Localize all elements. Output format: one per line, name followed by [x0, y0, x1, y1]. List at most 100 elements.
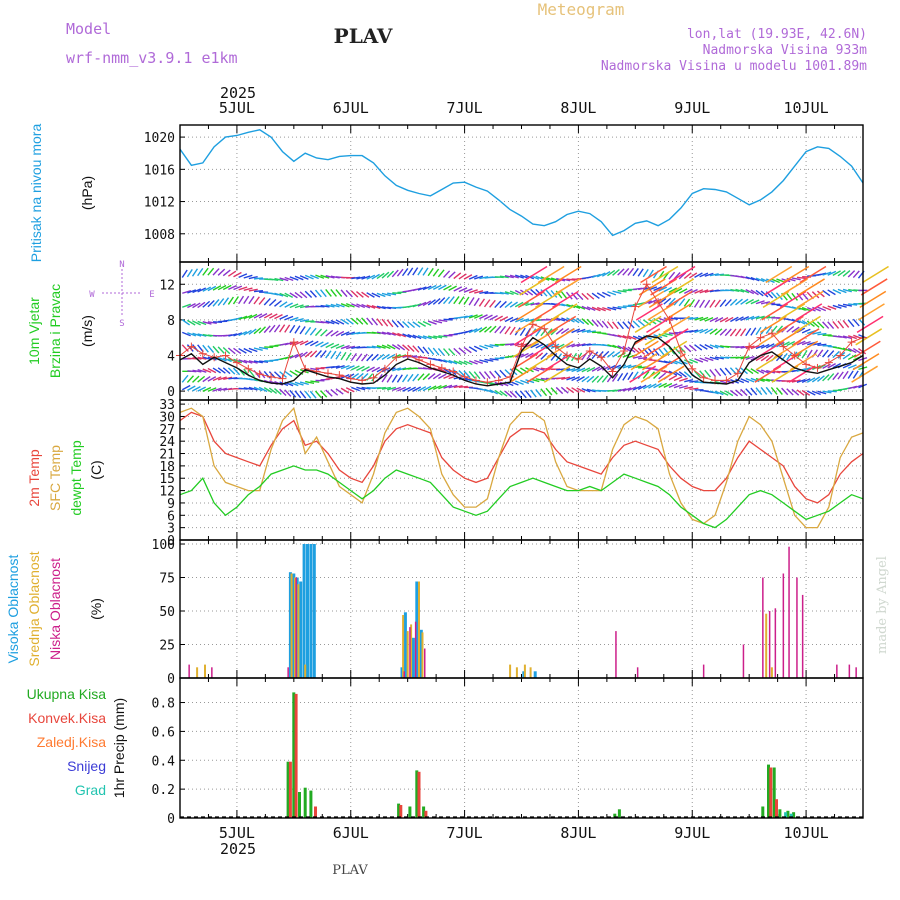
wind-direction-arrow [581, 292, 589, 301]
precip-bar [786, 810, 790, 818]
wind-direction-arrow [422, 385, 432, 392]
wind-direction-arrow [345, 318, 354, 325]
wind-direction-arrow [483, 299, 491, 308]
cloud-bar [636, 667, 639, 678]
wind-direction-arrow [407, 355, 417, 358]
wind-direction-arrow [366, 366, 375, 373]
wind-direction-arrow [202, 386, 212, 392]
wind-direction-arrow [719, 328, 728, 336]
wind-direction-arrow [673, 384, 683, 389]
cloud-bar [402, 615, 405, 678]
cloud-bar [424, 648, 426, 678]
wind-direction-arrow [612, 306, 622, 310]
precip-bar [761, 806, 765, 818]
wind-direction-arrow [258, 297, 266, 305]
wind-direction-arrow [284, 341, 294, 346]
wind-direction-arrow [371, 345, 381, 349]
wind-direction-arrow [227, 347, 236, 355]
cloud-bar [796, 577, 798, 678]
wind-direction-arrow [719, 367, 727, 376]
wind-direction-arrow [243, 347, 253, 354]
wind-direction-arrow [837, 270, 846, 277]
wind-direction-arrow [473, 297, 480, 307]
y-tick-label: 21 [159, 448, 175, 463]
wind-direction-arrow [822, 289, 831, 297]
wind-direction-arrow [212, 299, 220, 307]
wind-direction-arrow [202, 344, 209, 353]
wind-direction-arrow [740, 288, 750, 294]
wind-direction-arrow [238, 273, 248, 279]
wind-direction-arrow [653, 371, 661, 380]
wind-direction-arrow [699, 289, 709, 294]
day-label-top: 6JUL [333, 99, 369, 117]
precip-bar [789, 813, 793, 818]
precip-legend-item: Konvek.Kisa [28, 710, 106, 726]
wind-direction-arrow [719, 299, 727, 308]
cloud-bar [304, 664, 307, 678]
y-tick-label: 30 [159, 410, 175, 425]
wind-direction-arrow [791, 292, 799, 301]
wind-direction-arrow [668, 360, 678, 365]
wind-direction-arrow [294, 275, 304, 281]
wind-direction-arrow [181, 344, 189, 352]
wind-direction-arrow [658, 382, 668, 389]
wind-direction-arrow [571, 292, 579, 300]
wind-strong-arrow [667, 278, 695, 296]
wind-direction-arrow [192, 288, 202, 294]
wind-direction-arrow [325, 350, 332, 359]
wind-direction-arrow [330, 343, 340, 349]
wind-direction-arrow [202, 321, 212, 325]
wind-direction-arrow [627, 267, 635, 276]
wind-direction-arrow [274, 388, 282, 395]
precip-bar [292, 692, 296, 818]
cloud-unit-label: (%) [88, 598, 104, 620]
wind-direction-arrow [509, 326, 516, 336]
wind-direction-arrow [366, 274, 376, 280]
wind-strong-arrow [791, 340, 819, 358]
wind-direction-arrow [852, 270, 860, 279]
year-label-top: 2025 [220, 84, 256, 102]
wind-direction-arrow [663, 382, 673, 388]
wind-direction-arrow [197, 386, 206, 392]
wind-direction-arrow [750, 368, 759, 375]
wind-direction-arrow [253, 386, 263, 392]
wind-direction-arrow [325, 342, 335, 349]
wind-direction-arrow [432, 373, 442, 380]
wind-direction-arrow [207, 376, 217, 382]
wind-strong-arrow [659, 353, 686, 371]
wind-direction-arrow [576, 292, 584, 301]
wind-direction-arrow [212, 387, 222, 392]
precip-legend-item: Grad [75, 782, 106, 798]
wind-direction-arrow [320, 390, 328, 398]
wind-direction-arrow [330, 319, 340, 325]
wind-direction-arrow [745, 377, 755, 383]
wind-direction-arrow [412, 321, 421, 328]
cloud-bar [533, 671, 537, 678]
wind-direction-arrow [478, 371, 486, 380]
wind-direction-arrow [417, 386, 427, 392]
wind-direction-arrow [463, 274, 473, 280]
cloud-bar [312, 544, 316, 678]
wind-direction-arrow [181, 319, 191, 326]
wind-direction-arrow [796, 276, 806, 280]
wind-direction-arrow [607, 351, 615, 358]
wind-strong-arrow [668, 265, 696, 284]
wind-direction-arrow [243, 387, 253, 391]
wind-direction-arrow [689, 387, 699, 390]
wind-direction-arrow [407, 333, 417, 339]
wind-direction-arrow [361, 366, 370, 372]
cloud-bar [309, 544, 313, 678]
wind-direction-arrow [483, 371, 491, 380]
y-tick-label: 0 [167, 385, 175, 400]
wind-direction-arrow [494, 300, 502, 309]
wind-direction-arrow [842, 288, 852, 293]
wind-direction-arrow [243, 359, 253, 364]
y-tick-label: 0.6 [152, 725, 175, 740]
wind-direction-arrow [345, 289, 353, 298]
wind-direction-arrow [550, 352, 558, 361]
wind-direction-arrow [258, 386, 268, 393]
wind-direction-arrow [612, 344, 622, 350]
wind-direction-arrow [310, 274, 319, 280]
wind-direction-arrow [489, 314, 498, 321]
wind-direction-arrow [648, 383, 657, 389]
